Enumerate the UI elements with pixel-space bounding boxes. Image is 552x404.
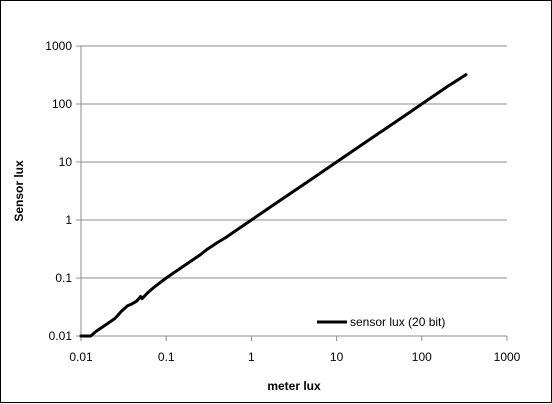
series-line bbox=[81, 75, 466, 336]
x-tick-label: 10 bbox=[330, 350, 344, 364]
grid bbox=[81, 46, 507, 278]
x-tick-label: 1000 bbox=[494, 350, 521, 364]
y-tick-label: 100 bbox=[52, 97, 72, 111]
y-tick-label: 0.01 bbox=[49, 329, 73, 343]
x-tick-label: 0.01 bbox=[69, 350, 93, 364]
series bbox=[81, 75, 466, 337]
legend-label: sensor lux (20 bit) bbox=[350, 315, 445, 329]
x-axis-title: meter lux bbox=[267, 379, 321, 393]
y-tick-label: 10 bbox=[59, 155, 73, 169]
x-tick-label: 100 bbox=[412, 350, 432, 364]
y-tick-label: 1000 bbox=[45, 39, 72, 53]
y-axis-title: Sensor lux bbox=[12, 160, 26, 222]
x-tick-label: 1 bbox=[248, 350, 255, 364]
y-tick-label: 1 bbox=[65, 213, 72, 227]
y-tick-label: 0.1 bbox=[55, 271, 72, 285]
legend: sensor lux (20 bit) bbox=[317, 315, 445, 329]
x-tick-label: 0.1 bbox=[158, 350, 175, 364]
